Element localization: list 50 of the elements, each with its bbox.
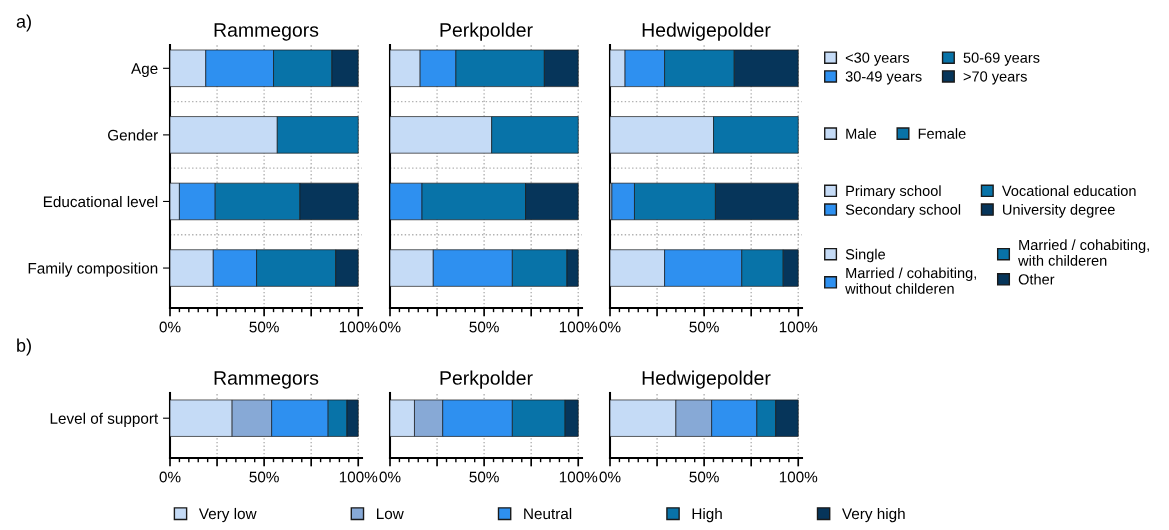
legend-label: Very low xyxy=(198,507,257,523)
chart-title: Perkpolder xyxy=(440,22,533,41)
x-tick-label: 50% xyxy=(689,321,719,333)
chart-title: Rammegors xyxy=(214,371,319,389)
text: a) xyxy=(16,14,31,32)
x-tick-label: 100% xyxy=(339,471,378,483)
legend-label: Low xyxy=(377,508,404,520)
x-tick-label: 100% xyxy=(559,321,598,333)
legend-label: Vocational education xyxy=(1001,185,1136,197)
x-tick-label: 0% xyxy=(159,471,181,483)
legend-label: Single xyxy=(845,248,886,263)
legend-label: Very high xyxy=(842,507,905,523)
y-tick-label: Gender xyxy=(108,129,158,141)
x-tick-label: 0% xyxy=(379,321,401,333)
legend-label: Married / cohabiting, with childeren xyxy=(1018,239,1149,266)
legend-label: University degree xyxy=(1003,204,1115,218)
legend-label: High xyxy=(692,507,722,523)
legend-label: Married / cohabiting, without childeren xyxy=(845,267,976,294)
x-tick-label: 50% xyxy=(469,321,499,333)
x-tick-label: 50% xyxy=(249,321,279,333)
legend-label: 50-69 years xyxy=(963,52,1040,66)
y-tick-label: Family composition xyxy=(28,262,158,277)
legend-label: <30 years xyxy=(845,52,910,66)
y-tick-label: Level of support xyxy=(50,412,159,427)
x-tick-label: 0% xyxy=(379,471,401,483)
legend-label: Primary school xyxy=(846,185,941,199)
chart-title: Rammegors xyxy=(214,23,319,41)
x-tick-label: 100% xyxy=(779,321,818,333)
legend-label: Neutral xyxy=(524,507,572,520)
text: b) xyxy=(17,338,31,356)
legend-label: >70 years xyxy=(963,71,1027,85)
chart-title: Perkpolder xyxy=(440,370,533,389)
x-tick-label: 0% xyxy=(599,471,621,483)
legend-label: 30-49 years xyxy=(845,71,922,85)
legend-label: Other xyxy=(1018,273,1055,285)
x-tick-label: 50% xyxy=(689,471,719,483)
chart-title: Hedwigepolder xyxy=(642,22,771,41)
legend-label: Male xyxy=(846,128,877,139)
legend-label: Female xyxy=(918,128,966,139)
x-tick-label: 100% xyxy=(559,471,598,483)
x-tick-label: 50% xyxy=(469,471,499,483)
x-tick-label: 100% xyxy=(339,321,378,333)
x-tick-label: 50% xyxy=(249,471,279,483)
x-tick-label: 0% xyxy=(159,321,181,333)
y-tick-label: Age xyxy=(131,63,158,78)
chart-title: Hedwigepolder xyxy=(642,370,771,389)
x-tick-label: 100% xyxy=(779,471,818,483)
legend-label: Secondary school xyxy=(845,204,961,218)
y-tick-label: Educational level xyxy=(43,195,158,208)
x-tick-label: 0% xyxy=(599,321,621,333)
